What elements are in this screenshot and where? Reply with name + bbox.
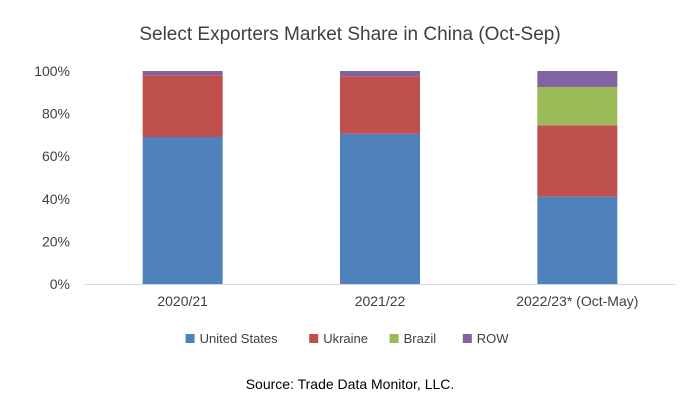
y-tick-label: 20% [42,233,70,249]
bar-segment-row [537,71,618,87]
x-tick-label: 2021/22 [355,293,406,309]
source-note: Source: Trade Data Monitor, LLC. [245,376,455,392]
legend-label: Ukraine [323,331,368,346]
legend-swatch-brazil [389,334,399,343]
bar-segment-united-states [340,133,420,284]
legend-label: ROW [477,331,510,346]
bar-segment-united-states [537,196,618,284]
legend-label: United States [200,331,279,346]
bar-segment-row [142,71,223,76]
y-tick-label: 100% [34,63,70,79]
bar-segment-row [340,71,420,77]
legend-swatch-ukraine [309,334,319,343]
y-tick-label: 80% [42,106,70,122]
bar-segment-brazil [537,86,618,126]
legend-swatch-united-states [185,334,195,343]
x-tick-label: 2020/21 [157,293,208,309]
legend-swatch-row [462,334,472,343]
legend-label: Brazil [404,331,437,346]
bar-segment-ukraine [142,75,223,138]
chart-title: Select Exporters Market Share in China (… [139,24,561,45]
y-tick-label: 40% [42,191,70,207]
x-tick-label: 2022/23* (Oct-May) [516,293,638,309]
bar-segment-united-states [142,137,223,284]
bar-segment-ukraine [340,76,420,134]
y-tick-label: 60% [42,148,70,164]
y-tick-label: 0% [50,276,70,292]
bar-segment-ukraine [537,125,618,197]
